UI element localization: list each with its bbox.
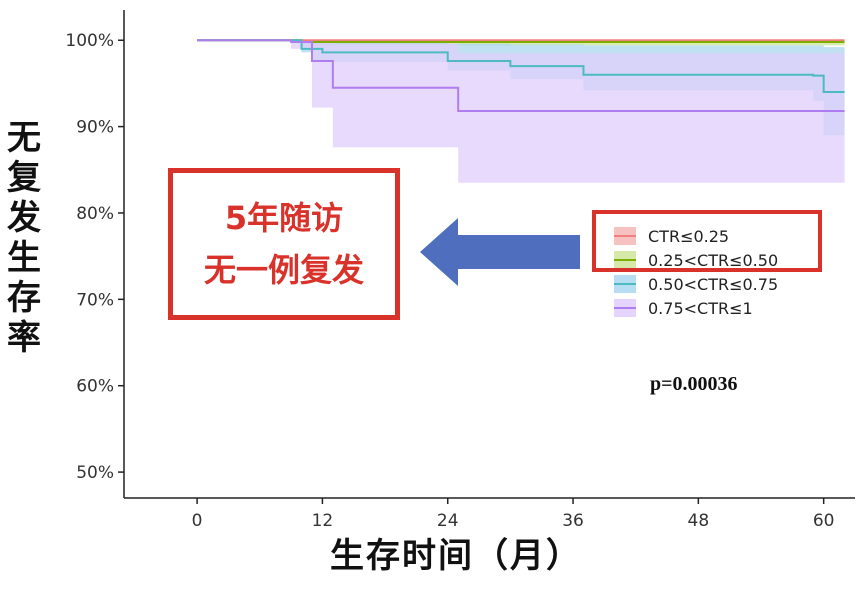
legend-label-0: CTR≤0.25 — [648, 227, 729, 246]
callout-box: 5年随访 无一例复发 — [168, 168, 400, 320]
callout-line-1: 5年随访 — [224, 199, 344, 237]
left-arrow-icon — [420, 218, 580, 286]
y-axis-label: 无复发生存率 — [7, 118, 41, 358]
legend-label-3: 0.75<CTR≤1 — [648, 299, 753, 318]
series-line-2 — [197, 39, 845, 94]
x-tick-label-1: 12 — [312, 511, 334, 531]
survival-curves — [197, 39, 845, 113]
y-tick-label-2: 70% — [76, 290, 114, 310]
y-tick-label-3: 80% — [76, 204, 114, 224]
axes: 50% 60% 70% 80% 90% 100% 0 12 24 36 48 60 — [65, 10, 855, 531]
x-tick-label-5: 60 — [813, 511, 835, 531]
legend-label-2: 0.50<CTR≤0.75 — [648, 275, 778, 294]
y-tick-label-0: 50% — [76, 463, 114, 483]
legend: CTR≤0.25 0.25<CTR≤0.50 0.50<CTR≤0.75 0.75<C… — [614, 227, 778, 318]
x-tick-label-0: 0 — [192, 511, 203, 531]
y-tick-label-5: 100% — [65, 31, 114, 51]
x-tick-label-3: 36 — [562, 511, 584, 531]
series-line-3 — [197, 39, 845, 113]
arrow — [420, 218, 580, 286]
legend-highlight-box — [592, 210, 822, 272]
x-tick-label-2: 24 — [437, 511, 459, 531]
callout-line-2: 无一例复发 — [203, 251, 364, 289]
p-value: p=0.00036 — [650, 373, 738, 395]
x-axis-label: 生存时间（月） — [330, 536, 582, 576]
y-tick-label-4: 90% — [76, 118, 114, 138]
y-tick-label-1: 60% — [76, 377, 114, 397]
x-tick-label-4: 48 — [688, 511, 710, 531]
legend-label-1: 0.25<CTR≤0.50 — [648, 251, 778, 270]
